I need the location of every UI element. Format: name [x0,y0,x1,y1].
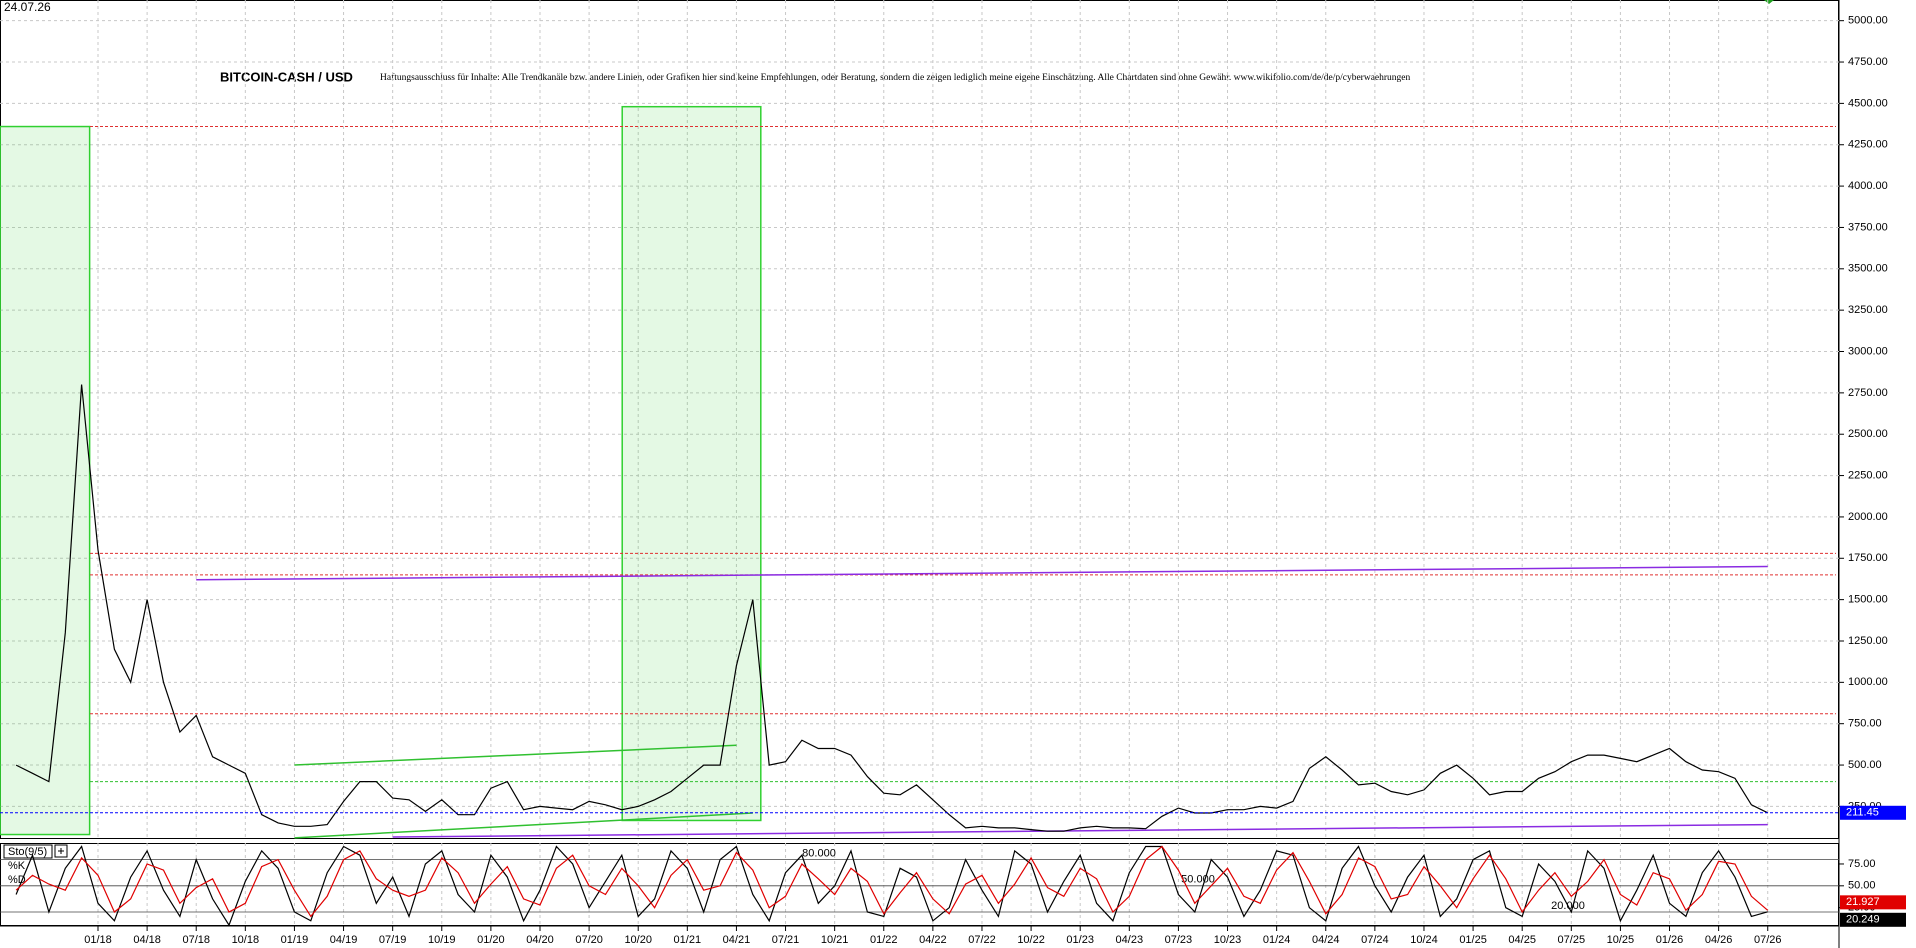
x-tick-label: 10/20 [624,934,652,946]
indicator-box [3,844,53,859]
y-tick-label: 5000.00 [1848,15,1888,27]
series-line [15,845,1768,927]
x-tick-label: 07/25 [1558,934,1586,946]
y-tick-label: 2000.00 [1848,511,1888,523]
trend-line [392,823,1768,838]
y-tick-label: 4000.00 [1848,180,1888,192]
y-tick-label: 4500.00 [1848,97,1888,109]
x-tick-label: 07/26 [1754,934,1782,946]
y-tick-label: 75.00 [1848,858,1876,870]
disclaimer: Haftungsausschluss für Inhalte: Alle Tre… [380,72,1411,83]
y-tick-label: 500.00 [1848,759,1882,771]
x-tick-label: 04/24 [1312,934,1340,946]
legend-entry: %K [8,860,26,872]
x-tick-label: 10/22 [1017,934,1045,946]
x-tick-label: 10/23 [1214,934,1242,946]
x-tick-label: 04/20 [526,934,554,946]
y-tick-label: 3250.00 [1848,304,1888,316]
x-tick-label: 01/25 [1459,934,1487,946]
y-tick-label: 50.00 [1848,880,1876,892]
y-tick-label: 1250.00 [1848,635,1888,647]
current-price-box [1840,805,1906,820]
x-tick-label: 04/26 [1705,934,1733,946]
x-tick-label: 01/19 [281,934,309,946]
current-price-label: 211.45 [1846,807,1879,819]
y-tick-label: 1750.00 [1848,552,1888,564]
y-tick-label: 1500.00 [1848,594,1888,606]
x-tick-label: 07/19 [379,934,407,946]
y-tick-label: 2750.00 [1848,387,1888,399]
y-tick-label: 3000.00 [1848,345,1888,357]
x-tick-label: 07/22 [968,934,996,946]
x-tick-label: 04/23 [1116,934,1144,946]
highlight-box [0,125,91,836]
x-tick-label: 10/18 [232,934,260,946]
y-tick-label: 750.00 [1848,718,1882,730]
current-value-label: 21.927 [1846,896,1880,908]
trend-line [294,744,737,766]
current-value-box [1840,895,1906,910]
x-tick-label: 04/18 [133,934,161,946]
highlight-box [621,105,762,822]
level-label: 50.000 [1181,874,1215,886]
y-tick-label: 4250.00 [1848,139,1888,151]
trend-line [294,812,753,839]
current-value-box [1840,912,1906,927]
x-tick-label: 01/20 [477,934,505,946]
x-tick-label: 01/24 [1263,934,1291,946]
y-tick-label: 2250.00 [1848,469,1888,481]
x-tick-label: 01/26 [1656,934,1684,946]
y-tick-label: 2500.00 [1848,428,1888,440]
x-tick-label: 01/22 [870,934,898,946]
x-tick-label: 10/25 [1607,934,1635,946]
x-tick-label: 07/23 [1165,934,1193,946]
x-tick-label: 07/24 [1361,934,1389,946]
x-tick-label: 04/21 [723,934,751,946]
x-tick-label: 04/25 [1508,934,1536,946]
x-tick-label: 04/22 [919,934,947,946]
chart-title: BITCOIN-CASH / USD [220,69,353,84]
y-tick-label: 3500.00 [1848,263,1888,275]
x-tick-label: 07/18 [182,934,210,946]
x-tick-label: 07/20 [575,934,603,946]
indicator-label: Sto(9/5) [8,846,47,858]
x-tick-label: 01/21 [674,934,702,946]
current-value-label: 20.249 [1846,914,1880,926]
expand-icon [58,848,64,854]
x-tick-label: 10/24 [1410,934,1438,946]
x-tick-label: 10/19 [428,934,456,946]
y-tick-label: 1000.00 [1848,676,1888,688]
trend-line [196,565,1768,581]
marker-icon [1764,0,1774,4]
x-tick-label: 01/18 [84,934,112,946]
x-tick-label: 07/21 [772,934,800,946]
x-tick-label: 04/19 [330,934,358,946]
series-line [15,845,1769,918]
level-label: 80.000 [802,848,836,860]
y-tick-label: 3750.00 [1848,221,1888,233]
series-line [15,384,1768,832]
x-tick-label: 01/23 [1066,934,1094,946]
x-tick-label: 10/21 [821,934,849,946]
y-tick-label: 4750.00 [1848,56,1888,68]
date-label: 24.07.26 [4,0,51,14]
price-panel [0,0,1839,839]
